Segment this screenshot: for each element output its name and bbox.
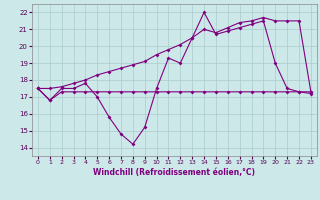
X-axis label: Windchill (Refroidissement éolien,°C): Windchill (Refroidissement éolien,°C) <box>93 168 255 177</box>
